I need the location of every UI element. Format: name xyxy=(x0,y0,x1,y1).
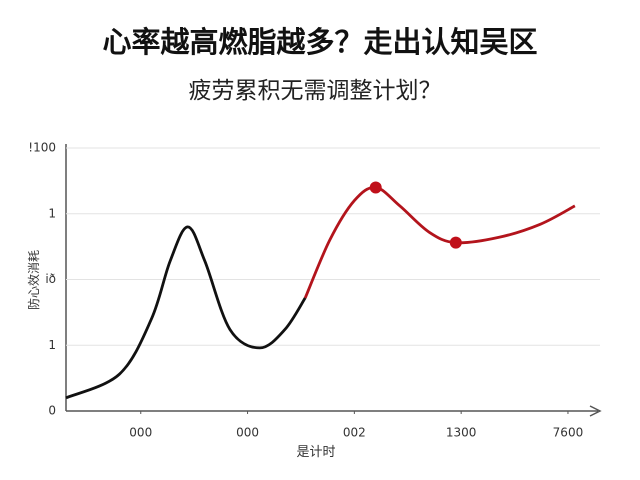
highlight-point xyxy=(369,181,382,194)
y-tick-label: 1 xyxy=(48,206,56,220)
highlight-point xyxy=(449,236,462,249)
line-series xyxy=(303,186,576,299)
x-tick-label: 1300 xyxy=(446,426,477,440)
x-tick-label: 7600 xyxy=(553,426,584,440)
y-axis-label: 防心效消耗 xyxy=(26,250,41,310)
line-series xyxy=(65,225,307,400)
y-tick-label: ið xyxy=(45,272,56,286)
chart-subtitle: 疲劳累积无需调整计划？ xyxy=(189,78,442,104)
y-tick-label: 0 xyxy=(48,404,56,418)
x-tick-label: 000 xyxy=(129,426,152,440)
chart-title: 心率越高燃脂越多？走出认知吴区 xyxy=(102,25,537,59)
x-axis-label: 是计时 xyxy=(296,445,335,460)
x-tick-label: 000 xyxy=(236,426,259,440)
y-tick-label: 1 xyxy=(48,338,56,352)
x-axis-arrow xyxy=(589,405,602,417)
y-tick-label: !100 xyxy=(28,141,56,155)
x-tick-label: 002 xyxy=(343,426,366,440)
